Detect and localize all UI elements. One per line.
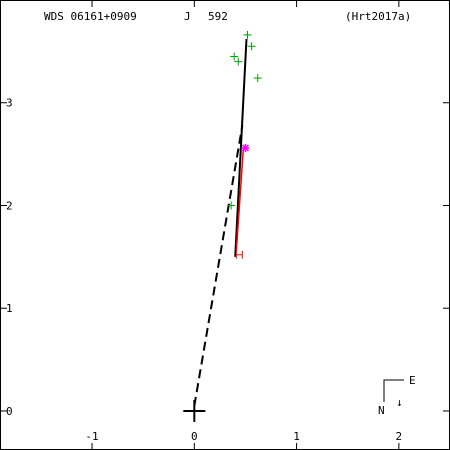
- bar-marker: [235, 250, 243, 259]
- compass-east-label: E: [409, 374, 416, 387]
- plus-marker: [243, 30, 252, 39]
- x-tick-label: -1: [85, 430, 98, 443]
- plus-marker: [227, 201, 236, 210]
- catalog-label: J: [184, 10, 191, 23]
- y-tick-label: 3: [6, 97, 13, 110]
- compass: E N ↓: [378, 374, 416, 417]
- compass-north-label: N: [378, 404, 385, 417]
- asterisk-marker: [241, 143, 250, 152]
- residual-line: [235, 147, 245, 252]
- wds-label: WDS 06161+0909: [44, 10, 137, 23]
- number-label: 592: [208, 10, 228, 23]
- axis-tick-labels: -1 0 1 2 0 1 2 3: [6, 97, 402, 443]
- compass-axes: [383, 379, 404, 402]
- primary-star-marker: [183, 399, 206, 422]
- x-tick-label: 2: [396, 430, 403, 443]
- plus-marker: [230, 52, 239, 61]
- plus-marker: [253, 74, 262, 83]
- plus-marker: [234, 57, 243, 66]
- x-tick-label: 0: [191, 430, 198, 443]
- y-tick-label: 0: [6, 405, 13, 418]
- orbit-arc: [234, 38, 248, 257]
- reference-label: (Hrt2017a): [345, 10, 411, 23]
- asterisk-stroke: [241, 144, 249, 152]
- y-tick-label: 1: [6, 302, 13, 315]
- x-tick-label: 1: [293, 430, 300, 443]
- y-tick-label: 2: [6, 199, 13, 212]
- periastron-line: [193, 125, 244, 406]
- plus-marker: [247, 42, 256, 51]
- observation-markers: [227, 30, 262, 259]
- compass-arrow-icon: ↓: [396, 396, 403, 409]
